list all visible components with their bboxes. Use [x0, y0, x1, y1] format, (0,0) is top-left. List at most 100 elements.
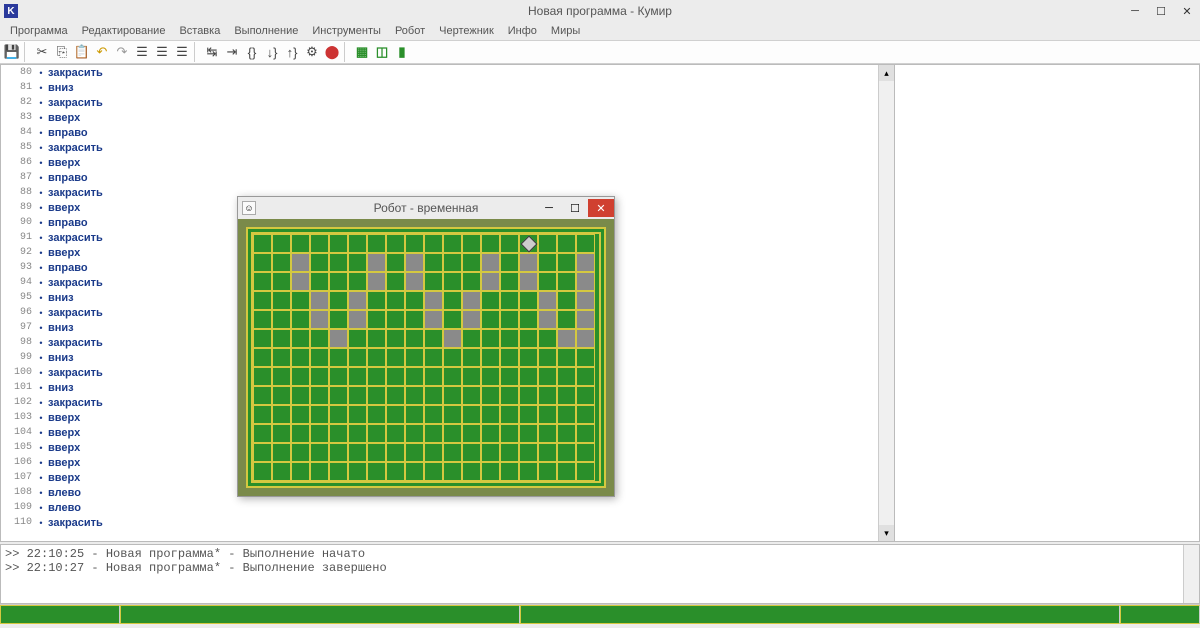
- step-in-icon[interactable]: ↓}: [262, 42, 282, 62]
- menu-миры[interactable]: Миры: [545, 23, 586, 39]
- grid-cell: [310, 405, 329, 424]
- editor-scrollbar[interactable]: ▴ ▾: [878, 65, 894, 541]
- grid-cell: [348, 424, 367, 443]
- code-line[interactable]: 83•вверх: [1, 110, 894, 125]
- bullet-icon: •: [36, 443, 46, 453]
- menu-программа[interactable]: Программа: [4, 23, 74, 39]
- grid-cell: [481, 272, 500, 291]
- grid-cell: [405, 424, 424, 443]
- grid-cell: [538, 310, 557, 329]
- scroll-up-icon[interactable]: ▴: [879, 65, 894, 81]
- step-out-icon[interactable]: ↑}: [282, 42, 302, 62]
- grid-cell: [253, 291, 272, 310]
- paste-icon[interactable]: 📋: [72, 42, 92, 62]
- copy-icon[interactable]: ⎘: [52, 42, 72, 62]
- grid-cell: [538, 348, 557, 367]
- grid-view-icon[interactable]: ▦: [352, 42, 372, 62]
- code-line[interactable]: 85•закрасить: [1, 140, 894, 155]
- bullet-icon: •: [36, 233, 46, 243]
- grid-cell: [557, 462, 576, 481]
- statusbar: [0, 604, 1200, 624]
- menu-выполнение[interactable]: Выполнение: [228, 23, 304, 39]
- grid-cell: [424, 405, 443, 424]
- menu-инфо[interactable]: Инфо: [502, 23, 543, 39]
- grid-cell: [481, 310, 500, 329]
- bullet-icon: •: [36, 203, 46, 213]
- grid-cell: [500, 253, 519, 272]
- code-line[interactable]: 81•вниз: [1, 80, 894, 95]
- list2-icon[interactable]: ☰: [152, 42, 172, 62]
- grid-cell: [462, 310, 481, 329]
- grid-cell: [424, 367, 443, 386]
- code-line[interactable]: 86•вверх: [1, 155, 894, 170]
- menu-вставка[interactable]: Вставка: [173, 23, 226, 39]
- list3-icon[interactable]: ☰: [172, 42, 192, 62]
- robot-minimize-button[interactable]: ─: [536, 199, 562, 217]
- grid-cell: [557, 348, 576, 367]
- menu-чертежник[interactable]: Чертежник: [433, 23, 500, 39]
- stop-icon[interactable]: ⬤: [322, 42, 342, 62]
- grid-cell: [405, 272, 424, 291]
- scroll-down-icon[interactable]: ▾: [879, 525, 894, 541]
- grid-cell: [424, 310, 443, 329]
- grid-cell: [500, 291, 519, 310]
- grid-cell: [405, 348, 424, 367]
- console-scrollbar[interactable]: [1183, 545, 1199, 603]
- code-text: вправо: [46, 172, 88, 184]
- code-line[interactable]: 82•закрасить: [1, 95, 894, 110]
- grid-cell: [500, 310, 519, 329]
- redo-icon[interactable]: ↷: [112, 42, 132, 62]
- code-text: вверх: [46, 247, 80, 259]
- code-line[interactable]: 87•вправо: [1, 170, 894, 185]
- cut-icon[interactable]: ✂: [32, 42, 52, 62]
- robot-titlebar[interactable]: ☺ Робот - временная ─ ☐ ✕: [238, 197, 614, 219]
- bullet-icon: •: [36, 158, 46, 168]
- grid-cell: [310, 386, 329, 405]
- line-number: 98: [1, 337, 36, 348]
- grid-cell: [310, 272, 329, 291]
- step-icon[interactable]: {}: [242, 42, 262, 62]
- grid-cell: [500, 348, 519, 367]
- code-line[interactable]: 110•закрасить: [1, 515, 894, 530]
- list1-icon[interactable]: ☰: [132, 42, 152, 62]
- grid-cell: [253, 310, 272, 329]
- grid-cell: [272, 386, 291, 405]
- undo-icon[interactable]: ↶: [92, 42, 112, 62]
- grid-cell: [424, 348, 443, 367]
- code-text: вправо: [46, 262, 88, 274]
- grid-cell: [462, 462, 481, 481]
- bullet-icon: •: [36, 518, 46, 528]
- menu-редактирование[interactable]: Редактирование: [76, 23, 172, 39]
- save-icon[interactable]: 💾: [2, 42, 22, 62]
- menu-робот[interactable]: Робот: [389, 23, 431, 39]
- menu-инструменты[interactable]: Инструменты: [306, 23, 387, 39]
- grid-cell: [253, 272, 272, 291]
- grid-cell: [538, 386, 557, 405]
- bullet-icon: •: [36, 143, 46, 153]
- line-number: 99: [1, 352, 36, 363]
- grid-cell: [348, 329, 367, 348]
- tool-icon[interactable]: ⚙: [302, 42, 322, 62]
- grid-cell: [386, 443, 405, 462]
- bullet-icon: •: [36, 293, 46, 303]
- code-line[interactable]: 80•закрасить: [1, 65, 894, 80]
- grid-cell: [386, 234, 405, 253]
- full-view-icon[interactable]: ▮: [392, 42, 412, 62]
- grid-cell: [538, 272, 557, 291]
- grid-cell: [329, 424, 348, 443]
- split-view-icon[interactable]: ◫: [372, 42, 392, 62]
- code-line[interactable]: 84•вправо: [1, 125, 894, 140]
- grid-cell: [367, 272, 386, 291]
- grid-cell: [253, 462, 272, 481]
- grid-cell: [367, 253, 386, 272]
- grid-cell: [310, 462, 329, 481]
- bullet-icon: •: [36, 83, 46, 93]
- line-number: 95: [1, 292, 36, 303]
- code-line[interactable]: 109•влево: [1, 500, 894, 515]
- grid-cell: [481, 405, 500, 424]
- run1-icon[interactable]: ↹: [202, 42, 222, 62]
- grid-cell: [253, 424, 272, 443]
- run2-icon[interactable]: ⇥: [222, 42, 242, 62]
- robot-close-button[interactable]: ✕: [588, 199, 614, 217]
- robot-maximize-button[interactable]: ☐: [562, 199, 588, 217]
